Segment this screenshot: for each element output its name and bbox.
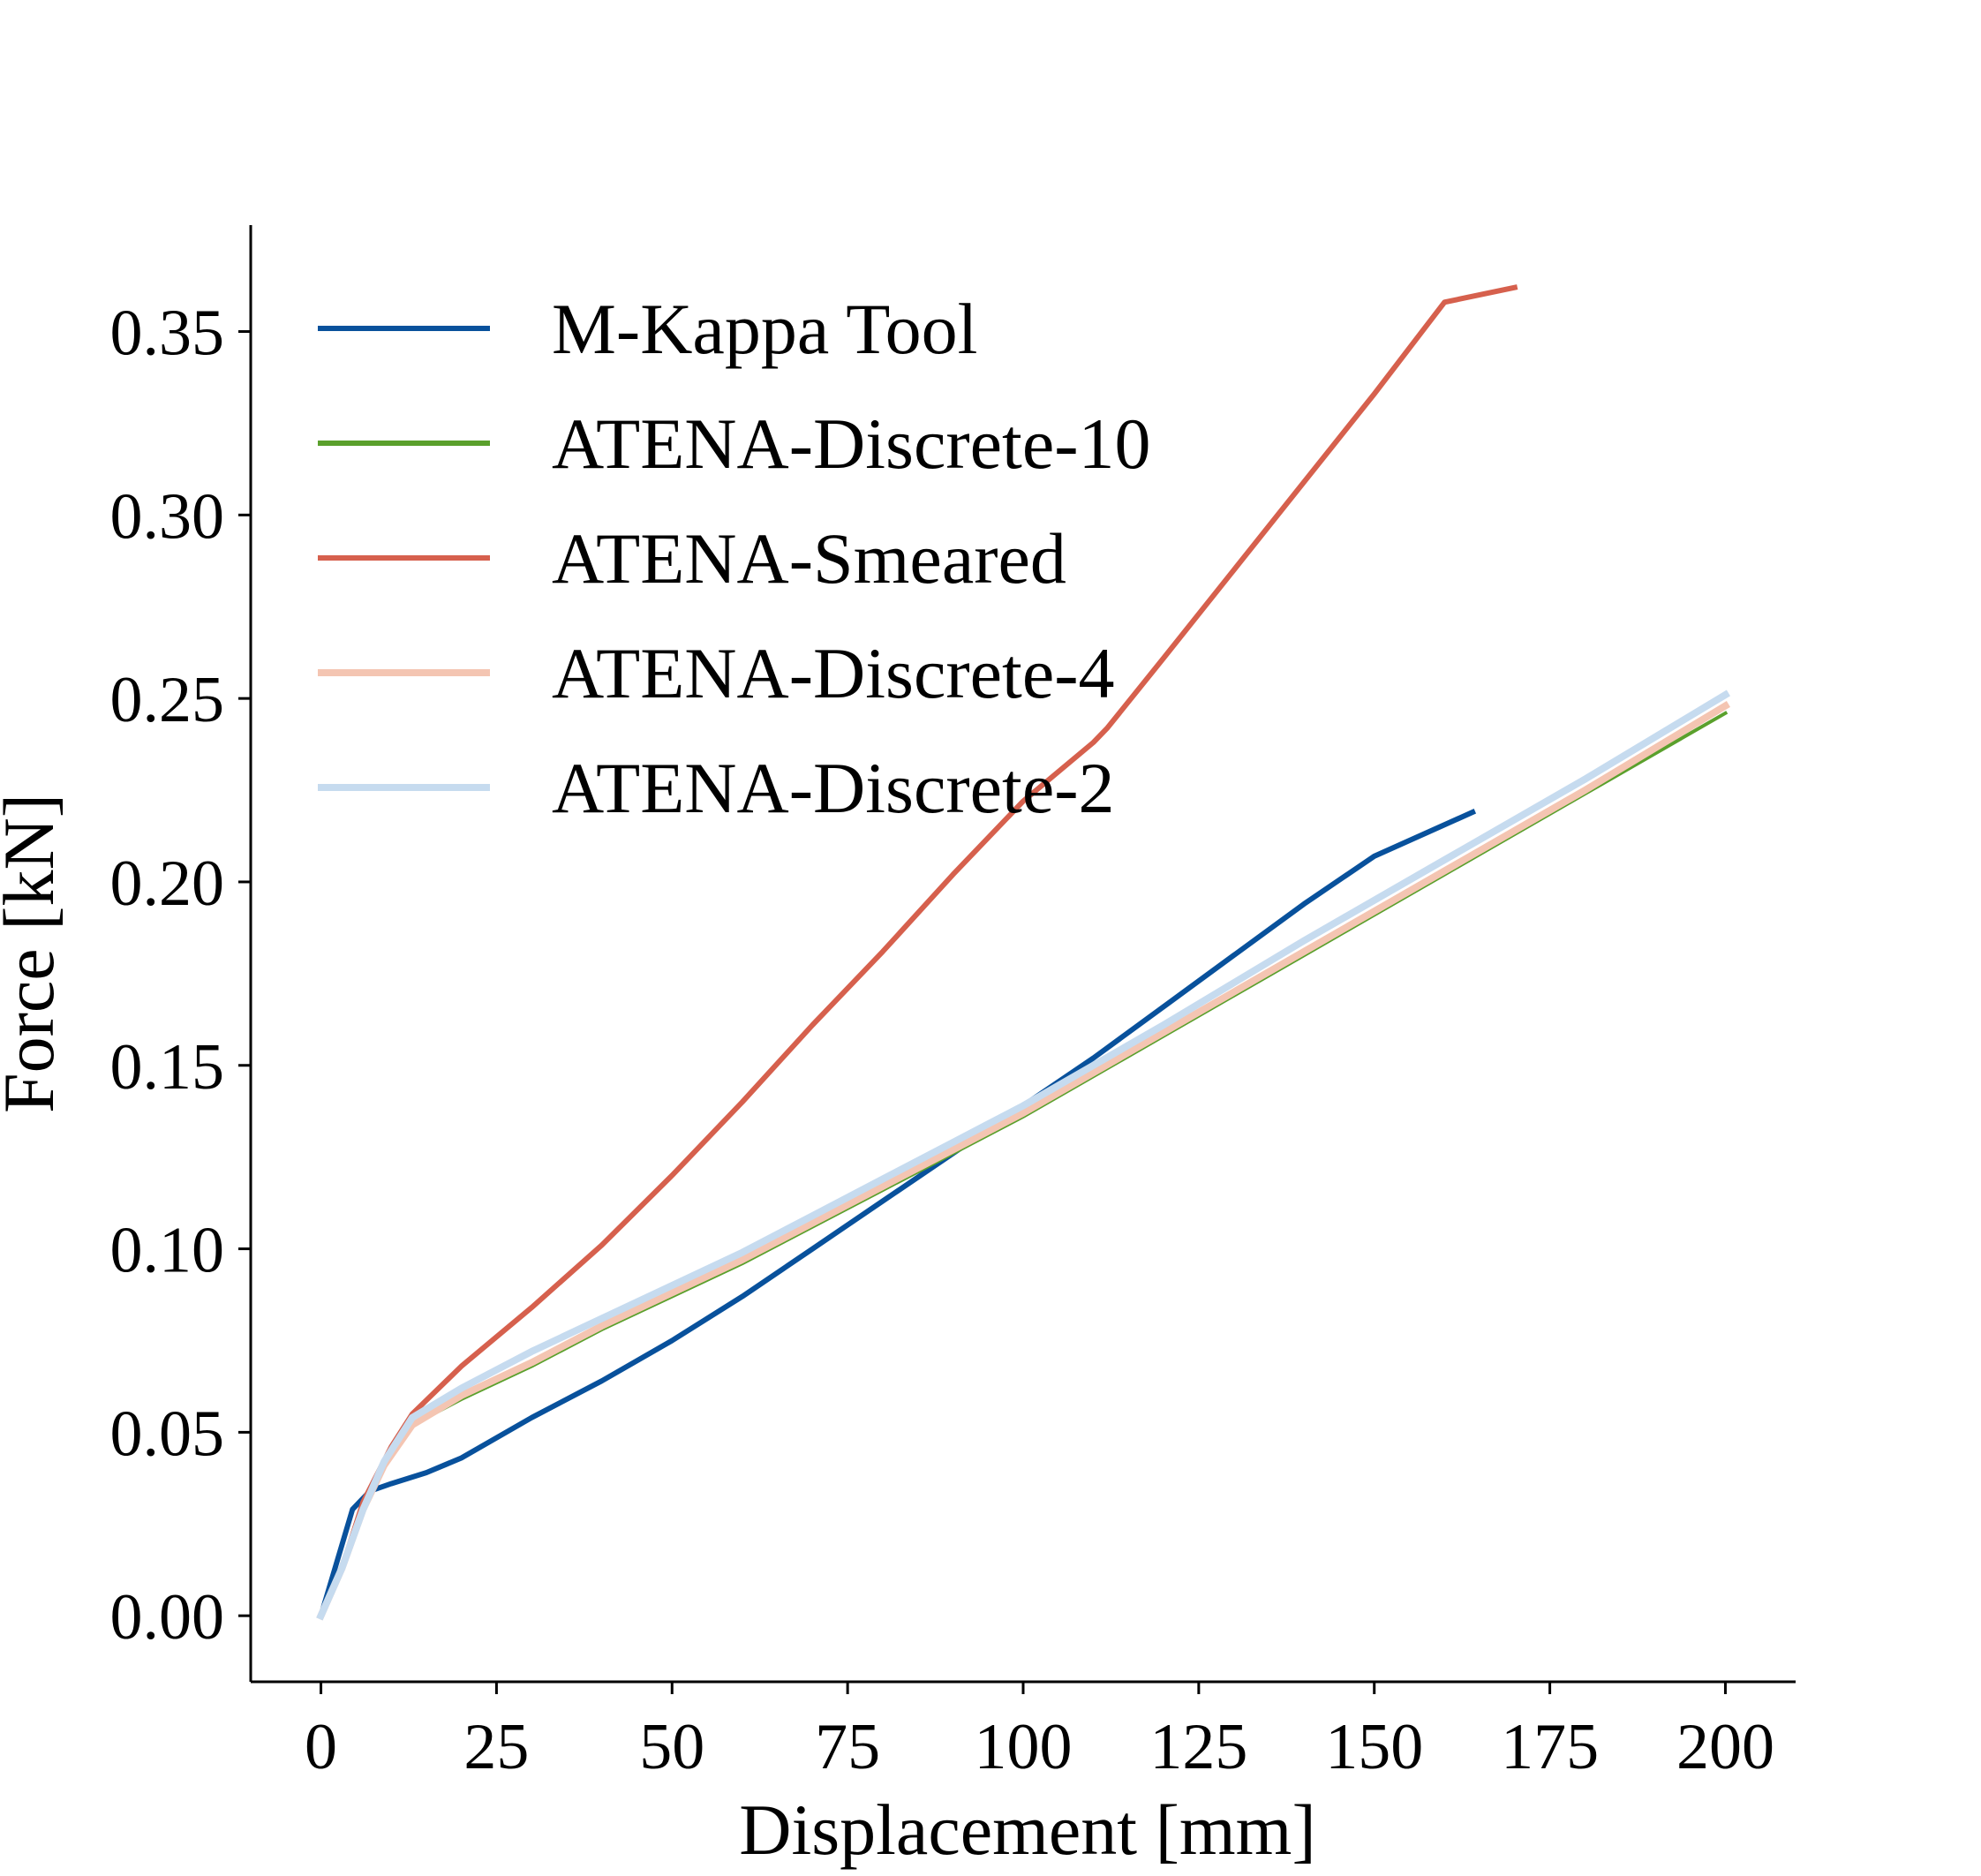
series-line-5 xyxy=(316,689,1730,1621)
legend-label-3: ATENA-Smeared xyxy=(552,518,1066,599)
y-tick-label: 0.05 xyxy=(110,1398,225,1470)
legend-label-5: ATENA-Discrete-2 xyxy=(552,748,1115,828)
x-tick-label: 125 xyxy=(1149,1711,1247,1783)
x-tick-label: 75 xyxy=(815,1711,880,1783)
legend-label-2: ATENA-Discrete-10 xyxy=(552,403,1151,484)
x-tick-label: 0 xyxy=(305,1711,337,1783)
y-tick-label: 0.20 xyxy=(110,848,225,920)
plot-lines xyxy=(316,284,1730,1621)
legend: M-Kappa Tool ATENA-Discrete-10 ATENA-Smear… xyxy=(318,289,1151,828)
y-tick-label: 0.15 xyxy=(110,1031,225,1104)
y-tick-label: 0.10 xyxy=(110,1215,225,1287)
y-tick-label: 0.35 xyxy=(110,298,225,370)
series-line-1 xyxy=(317,809,1477,1619)
x-tick-label: 25 xyxy=(463,1711,529,1783)
y-ticks: 0.00 0.05 0.10 0.15 0.20 0.25 0.30 0.35 xyxy=(110,298,251,1654)
x-axis-label: Displacement [mm] xyxy=(739,1789,1316,1870)
x-tick-label: 200 xyxy=(1676,1711,1774,1783)
x-tick-label: 100 xyxy=(975,1711,1073,1783)
x-tick-label: 150 xyxy=(1325,1711,1423,1783)
x-tick-label: 50 xyxy=(639,1711,704,1783)
legend-label-4: ATENA-Discrete-4 xyxy=(552,633,1115,713)
y-tick-label: 0.00 xyxy=(110,1581,225,1654)
y-tick-label: 0.30 xyxy=(110,480,225,553)
y-tick-label: 0.25 xyxy=(110,664,225,736)
x-ticks: 0 25 50 75 100 125 150 175 200 xyxy=(305,1682,1774,1783)
y-axis-label: Force [kN] xyxy=(0,794,69,1113)
legend-label-1: M-Kappa Tool xyxy=(552,289,977,369)
x-tick-label: 175 xyxy=(1501,1711,1599,1783)
